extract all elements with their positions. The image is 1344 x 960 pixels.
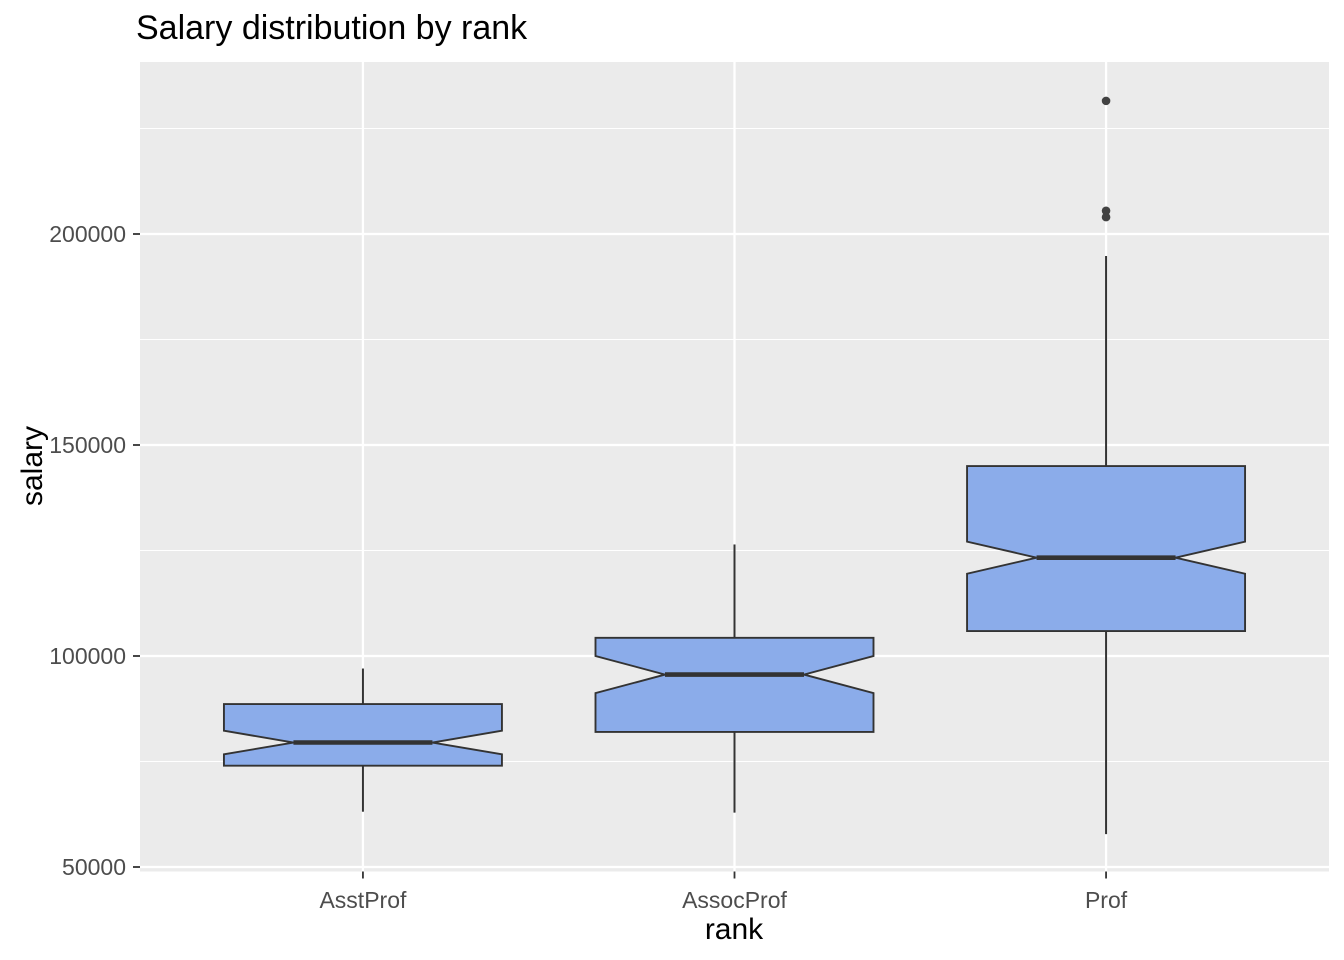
x-tick-label: Prof [1084,887,1128,913]
y-tick-label: 100000 [49,643,126,669]
x-tick-label: AssocProf [682,887,787,913]
notched-box [966,465,1247,633]
outlier-point [1101,96,1111,106]
x-tick-label: AsstProf [319,887,407,913]
y-tick-label: 150000 [49,432,126,458]
outlier-point [1101,212,1111,222]
plot-title: Salary distribution by rank [136,9,528,47]
x-axis-title: rank [704,913,764,946]
notched-box [594,636,875,733]
notched-box [222,703,503,767]
y-tick-label: 200000 [49,221,126,247]
y-tick-label: 50000 [62,854,126,880]
outlier-point [1101,206,1111,216]
